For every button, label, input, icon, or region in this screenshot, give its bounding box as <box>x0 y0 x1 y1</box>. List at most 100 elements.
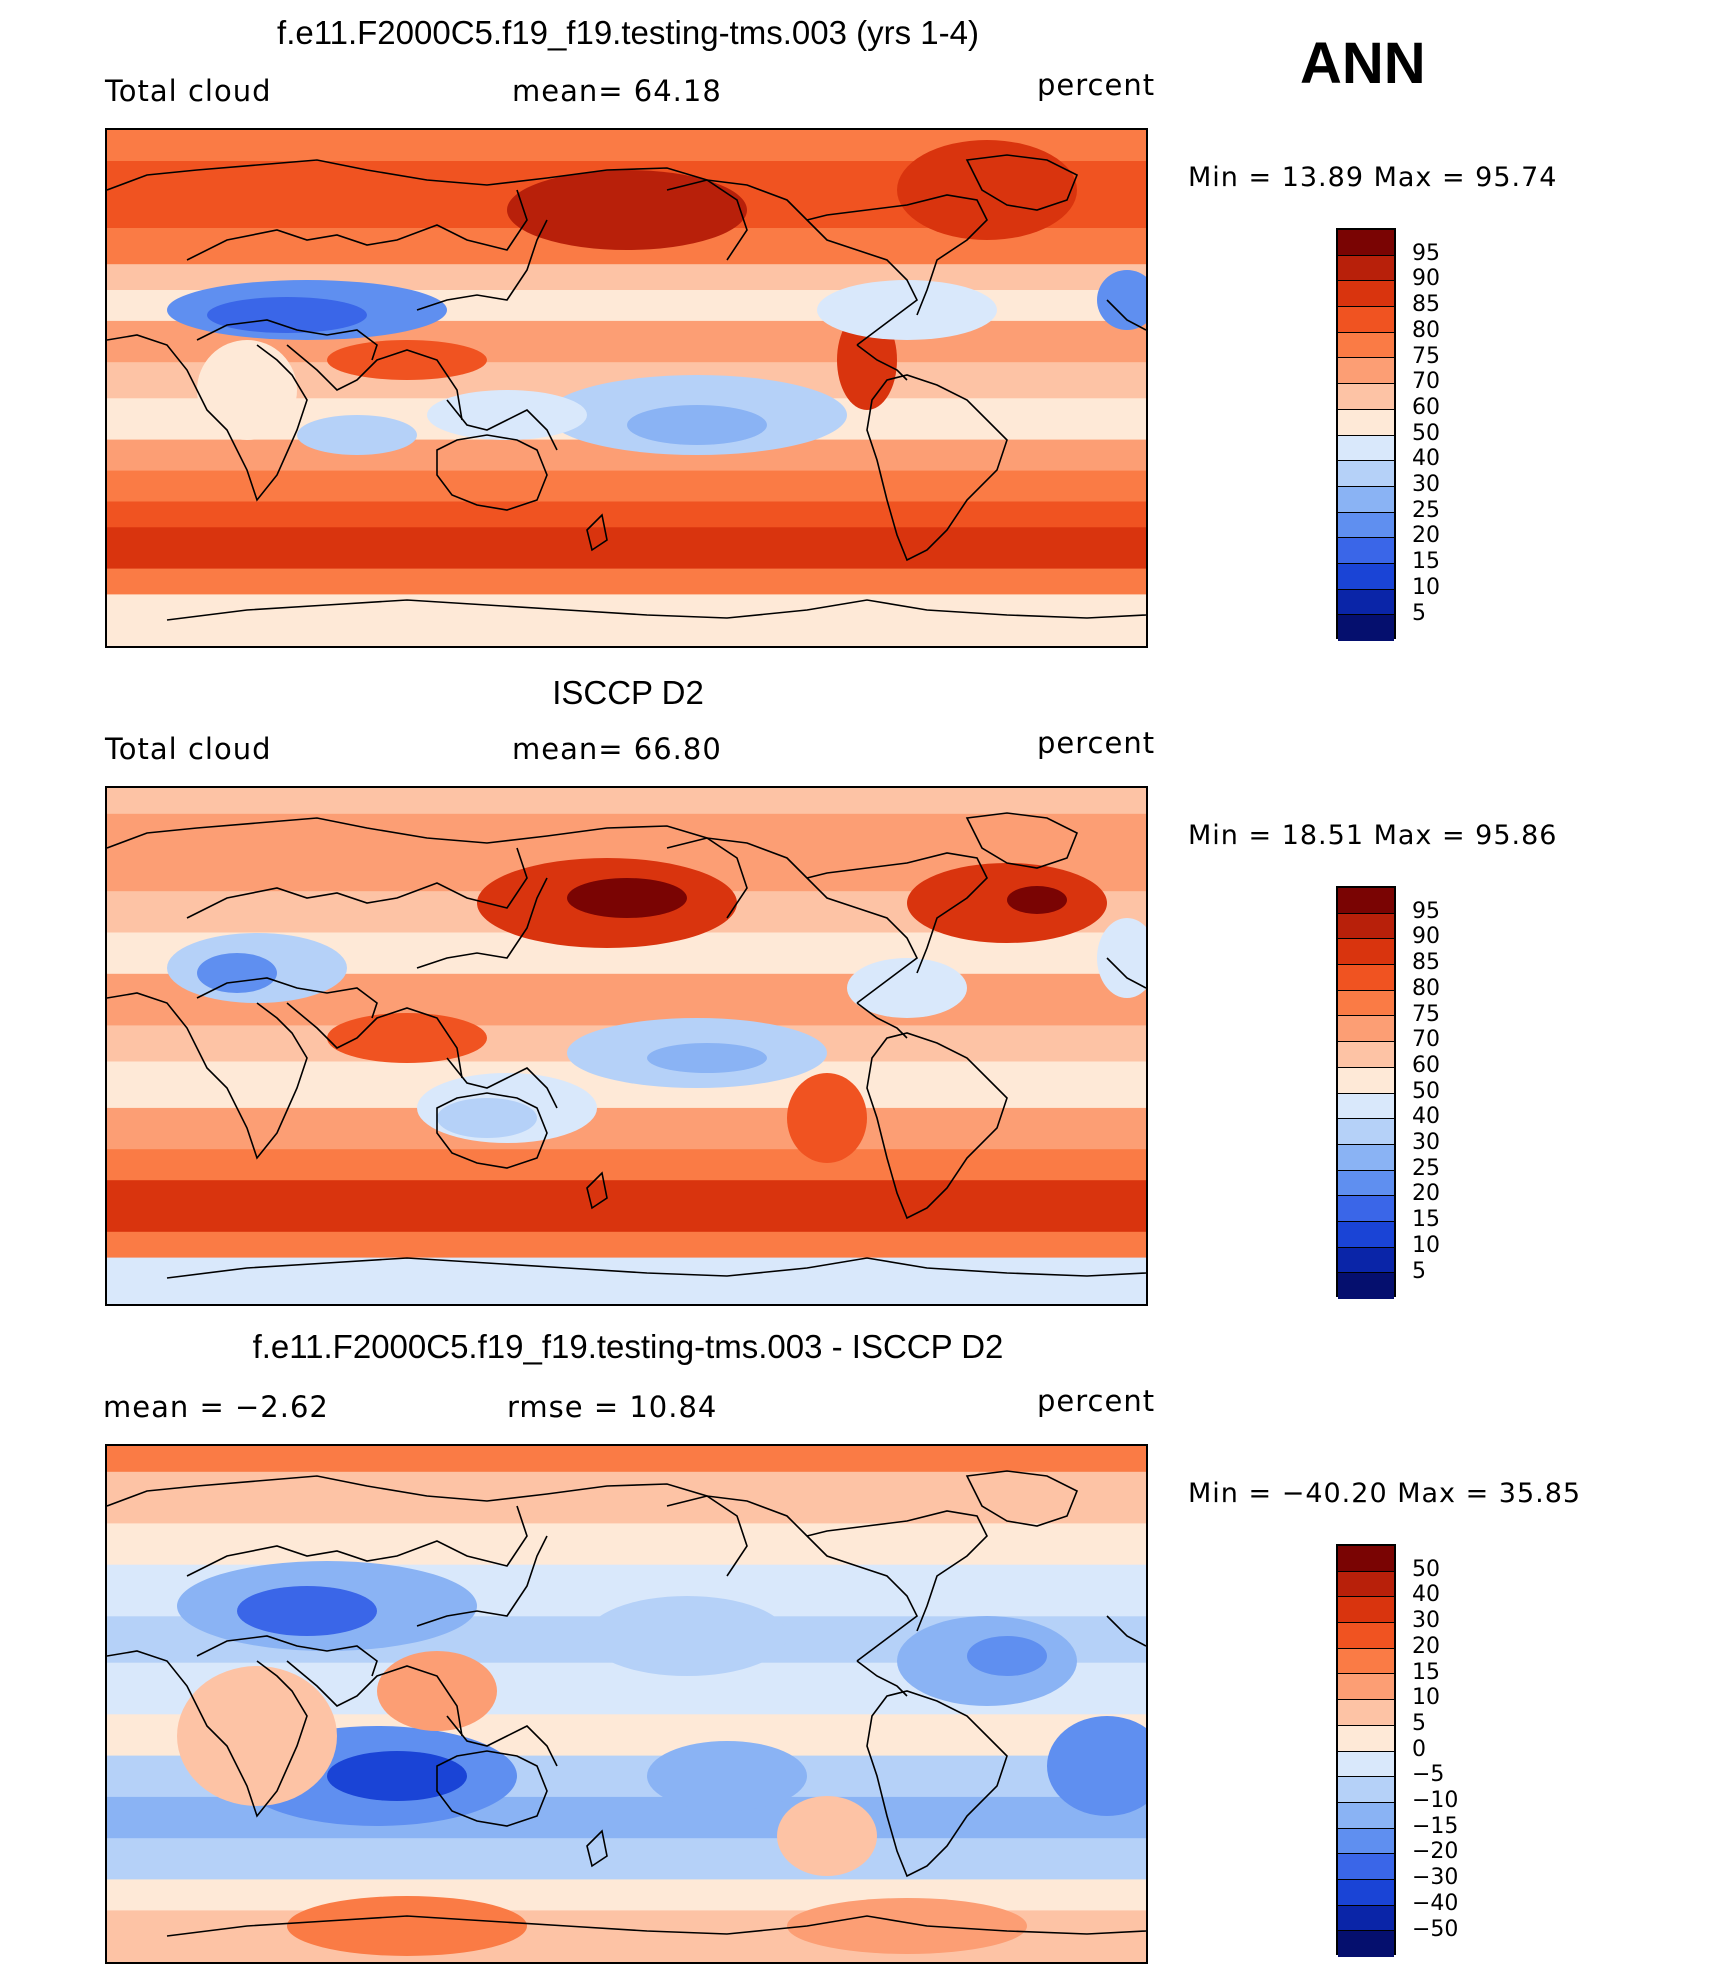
coastline <box>866 1032 1008 1220</box>
colorbar-cell <box>1338 1273 1394 1299</box>
colorbar-tick-label: 80 <box>1412 975 1440 1001</box>
coastline <box>806 194 988 316</box>
contour-region <box>177 1666 337 1806</box>
coastline <box>965 154 1079 211</box>
coastline <box>866 1690 1008 1878</box>
colorbar-tick-label: 5 <box>1412 1710 1426 1736</box>
contour-region <box>197 340 297 440</box>
contour-band <box>107 527 1146 570</box>
coastline <box>806 1510 988 1632</box>
contour-region <box>507 170 747 250</box>
colorbar-cell <box>1338 1042 1394 1068</box>
panel-2-colorbar <box>1336 886 1396 1299</box>
colorbar-cell <box>1338 1119 1394 1145</box>
coastline <box>186 189 528 261</box>
panel-2-map <box>105 786 1148 1306</box>
contour-region <box>587 1596 787 1676</box>
contour-region <box>897 140 1077 240</box>
contour-band <box>107 1149 1146 1182</box>
colorbar-cell <box>1338 1700 1394 1726</box>
colorbar-cell <box>1338 615 1394 641</box>
contour-region <box>327 340 487 380</box>
colorbar-tick-label: 60 <box>1412 1052 1440 1078</box>
colorbar-cell <box>1338 990 1394 1017</box>
contour-band <box>107 1231 1146 1259</box>
coastline <box>186 847 528 919</box>
coastline <box>866 374 1008 562</box>
contour-region <box>1097 918 1146 998</box>
contour-region <box>777 1796 877 1876</box>
coastline <box>586 1171 608 1210</box>
panel-3-rmse-label: rmse = 10.84 <box>507 1390 718 1424</box>
colorbar-cell <box>1338 913 1394 940</box>
coastline <box>586 513 608 552</box>
coastline <box>166 599 1146 621</box>
colorbar-tick-label: 80 <box>1412 317 1440 343</box>
colorbar-tick-label: 0 <box>1412 1736 1426 1762</box>
coastline <box>856 1660 908 1697</box>
colorbar-tick-label: 25 <box>1412 497 1440 523</box>
contour-band <box>107 1257 1146 1304</box>
contour-region <box>237 1586 377 1636</box>
coastline <box>965 1470 1079 1527</box>
panel-3-minmax: Min = −40.20 Max = 35.85 <box>1188 1478 1582 1509</box>
contour-band <box>107 568 1146 596</box>
coastline <box>436 1092 548 1169</box>
contour-region <box>967 1636 1047 1676</box>
contour-region <box>197 953 277 993</box>
panel-3-title: f.e11.F2000C5.f19_f19.testing-tms.003 - … <box>252 1328 1004 1365</box>
coastline <box>1106 1615 1146 1647</box>
coastline <box>446 399 558 451</box>
panel-3-map-svg <box>107 1446 1146 1962</box>
colorbar-tick-label: 25 <box>1412 1155 1440 1181</box>
contour-region <box>647 1043 767 1073</box>
colorbar-tick-label: 95 <box>1412 240 1440 266</box>
colorbar-cell <box>1338 1828 1394 1855</box>
contour-region <box>817 280 997 340</box>
colorbar-cell <box>1338 888 1394 914</box>
colorbar-tick-label: −30 <box>1412 1865 1459 1891</box>
colorbar-tick-label: 60 <box>1412 394 1440 420</box>
panel-3-map <box>105 1444 1148 1964</box>
colorbar-tick-label: 90 <box>1412 924 1440 950</box>
contour-band <box>107 1446 1146 1473</box>
colorbar-cell <box>1338 965 1394 991</box>
colorbar-tick-label: −20 <box>1412 1839 1459 1865</box>
colorbar-tick-label: 20 <box>1412 1633 1440 1659</box>
coastline <box>666 1495 919 1662</box>
colorbar-cell <box>1338 358 1394 385</box>
colorbar-cell <box>1338 461 1394 487</box>
colorbar-tick-label: −40 <box>1412 1890 1459 1916</box>
colorbar-cell <box>1338 384 1394 410</box>
contour-region <box>787 1073 867 1163</box>
coastline <box>196 319 378 361</box>
contour-region <box>647 1741 807 1811</box>
colorbar-cell <box>1338 255 1394 282</box>
panel-2-title: ISCCP D2 <box>552 674 704 711</box>
colorbar-cell <box>1338 1016 1394 1043</box>
colorbar-tick-label: 50 <box>1412 1078 1440 1104</box>
colorbar-tick-label: 85 <box>1412 950 1440 976</box>
colorbar-cell <box>1338 1777 1394 1803</box>
coastline <box>436 1750 548 1827</box>
coastline <box>806 852 988 974</box>
panel-2-map-svg <box>107 788 1146 1304</box>
contour-region <box>1007 886 1067 914</box>
coastline <box>107 817 748 919</box>
panel-1-colorbar <box>1336 228 1396 641</box>
contour-region <box>847 958 967 1018</box>
colorbar-cell <box>1338 563 1394 590</box>
colorbar-tick-label: −5 <box>1412 1762 1445 1788</box>
contour-region <box>1047 1716 1146 1816</box>
coastline <box>856 344 908 381</box>
contour-region <box>377 1651 497 1731</box>
panel-2-units-label: percent <box>1037 726 1156 760</box>
colorbar-cell <box>1338 1674 1394 1701</box>
colorbar-tick-label: 85 <box>1412 292 1440 318</box>
colorbar-cell <box>1338 1093 1394 1120</box>
panel-1-units-label: percent <box>1037 68 1156 102</box>
contour-region <box>907 863 1107 943</box>
colorbar-cell <box>1338 1751 1394 1778</box>
colorbar-tick-label: 95 <box>1412 898 1440 924</box>
colorbar-cell <box>1338 332 1394 359</box>
